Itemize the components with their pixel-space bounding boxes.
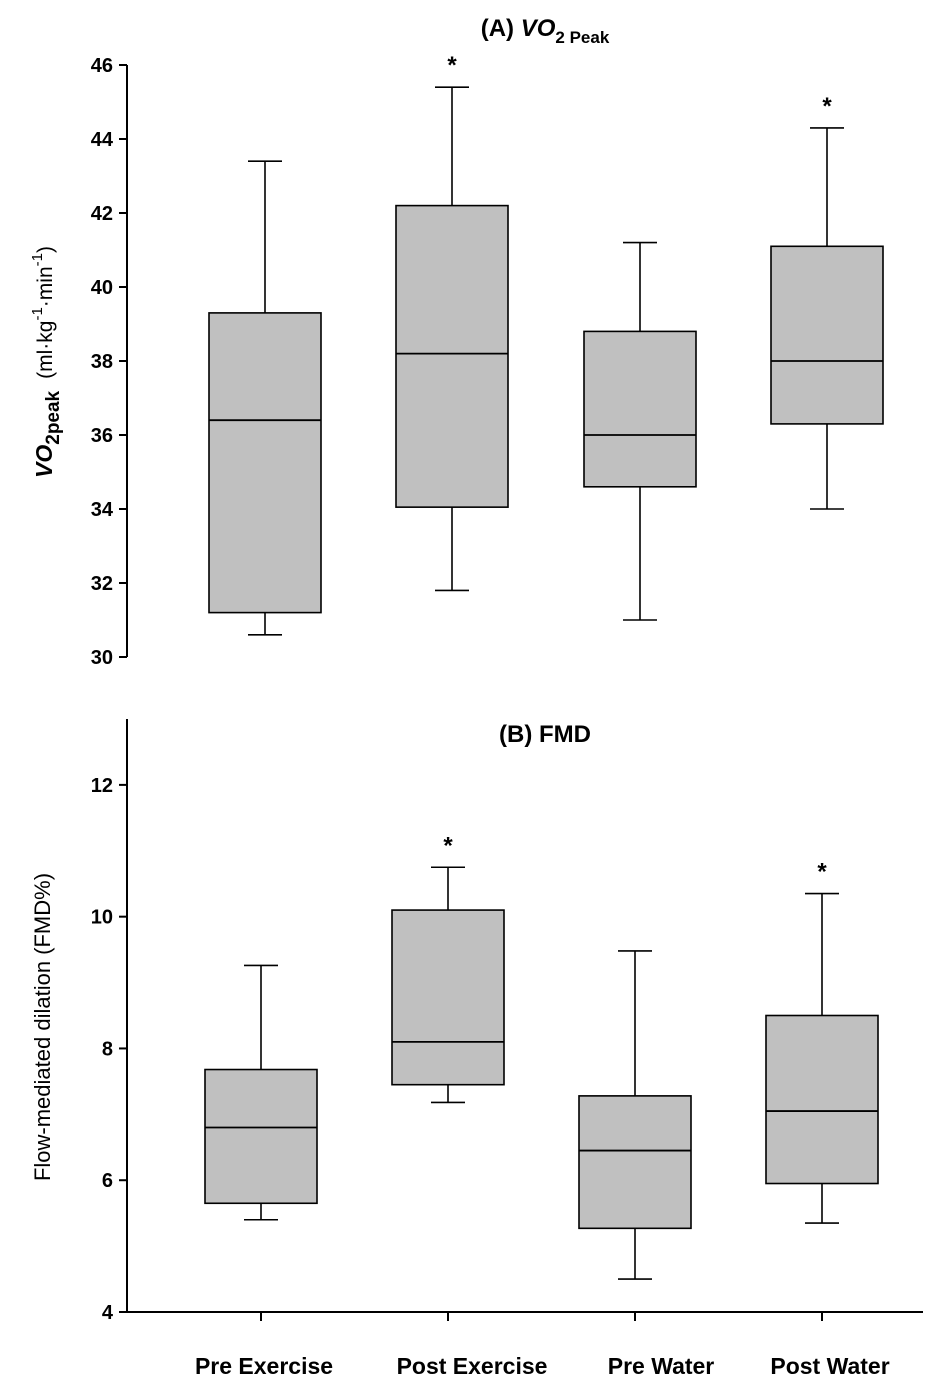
category-label-pre-water: Pre Water (608, 1353, 715, 1379)
panel-a-ylabel-units: (ml·kg (34, 321, 57, 379)
panel-a-ylabel-exp2: -1 (29, 253, 46, 266)
panel-b-y-tick-label-8: 8 (102, 1038, 113, 1060)
category-label-post-water: Post Water (770, 1353, 889, 1379)
panel-b-post-water-box (765, 1014, 879, 1185)
panel-a-post-water-box (770, 245, 884, 425)
panel-b-y-tick-label-6: 6 (102, 1170, 113, 1192)
panel-a-title-sub: 2 Peak (555, 28, 609, 47)
panel-b-y-tick-label-4: 4 (102, 1302, 114, 1324)
category-labels: Pre Exercise Post Exercise Pre Water Pos… (195, 1353, 890, 1379)
panel-a-post-exercise-significance-marker: * (447, 52, 457, 79)
category-label-post-exercise: Post Exercise (397, 1353, 548, 1379)
panel-a-title-main: VO (521, 15, 556, 42)
panel-a-y-tick-label-46: 46 (91, 55, 113, 77)
panel-a-title-prefix: (A) (481, 15, 521, 42)
panel-b-y-axis-label: Flow-mediated dilation (FMD%) (30, 873, 55, 1181)
panel-a-y-tick-label-38: 38 (91, 351, 113, 373)
panel-a-y-tick-label-34: 34 (91, 499, 114, 521)
panel-a-y-tick-label-44: 44 (91, 129, 114, 151)
panel-b-title: (B) FMD (499, 721, 591, 748)
panel-b-title-main: FMD (539, 721, 591, 748)
panel-a-plot: 30 32 34 36 38 40 42 44 46 * * (91, 52, 884, 669)
panel-b-y-tick-label-10: 10 (91, 907, 113, 929)
panel-a-pre-water-box (583, 330, 697, 488)
panel-a-ylabel-sub: 2peak (43, 390, 64, 444)
panel-b-post-exercise-box (391, 909, 505, 1086)
panel-a-ylabel-exp1: -1 (29, 307, 46, 320)
panel-a-y-tick-label-30: 30 (91, 647, 113, 669)
panel-b-post-water-significance-marker: * (817, 859, 827, 886)
panel-b-pre-exercise-box (204, 1068, 318, 1205)
category-label-pre-exercise: Pre Exercise (195, 1353, 333, 1379)
panel-b-title-prefix: (B) (499, 721, 539, 748)
panel-a-post-exercise-box (395, 204, 509, 508)
panel-b-plot: 4 6 8 10 12 * * (91, 719, 923, 1324)
panel-a-y-tick-label-32: 32 (91, 573, 113, 595)
panel-a-pre-exercise-box (208, 312, 322, 614)
panel-a-title: (A) VO2 Peak (481, 15, 610, 47)
panel-a-ylabel-main: VO (31, 445, 57, 478)
panel-b-pre-water-box (578, 1095, 692, 1230)
panel-b-post-exercise-significance-marker: * (443, 832, 453, 859)
panel-a-y-axis-label: VO2peak(ml·kg-1·min-1) (29, 246, 64, 478)
panel-a-y-tick-label-40: 40 (91, 277, 113, 299)
panel-a-ylabel-close: ) (34, 246, 57, 253)
panel-a-post-water-significance-marker: * (822, 93, 832, 120)
panel-b-y-tick-label-12: 12 (91, 775, 113, 797)
panel-a-y-tick-label-42: 42 (91, 203, 113, 225)
panel-a-y-tick-label-36: 36 (91, 425, 113, 447)
panel-a-ylabel-mid: ·min (34, 266, 57, 307)
